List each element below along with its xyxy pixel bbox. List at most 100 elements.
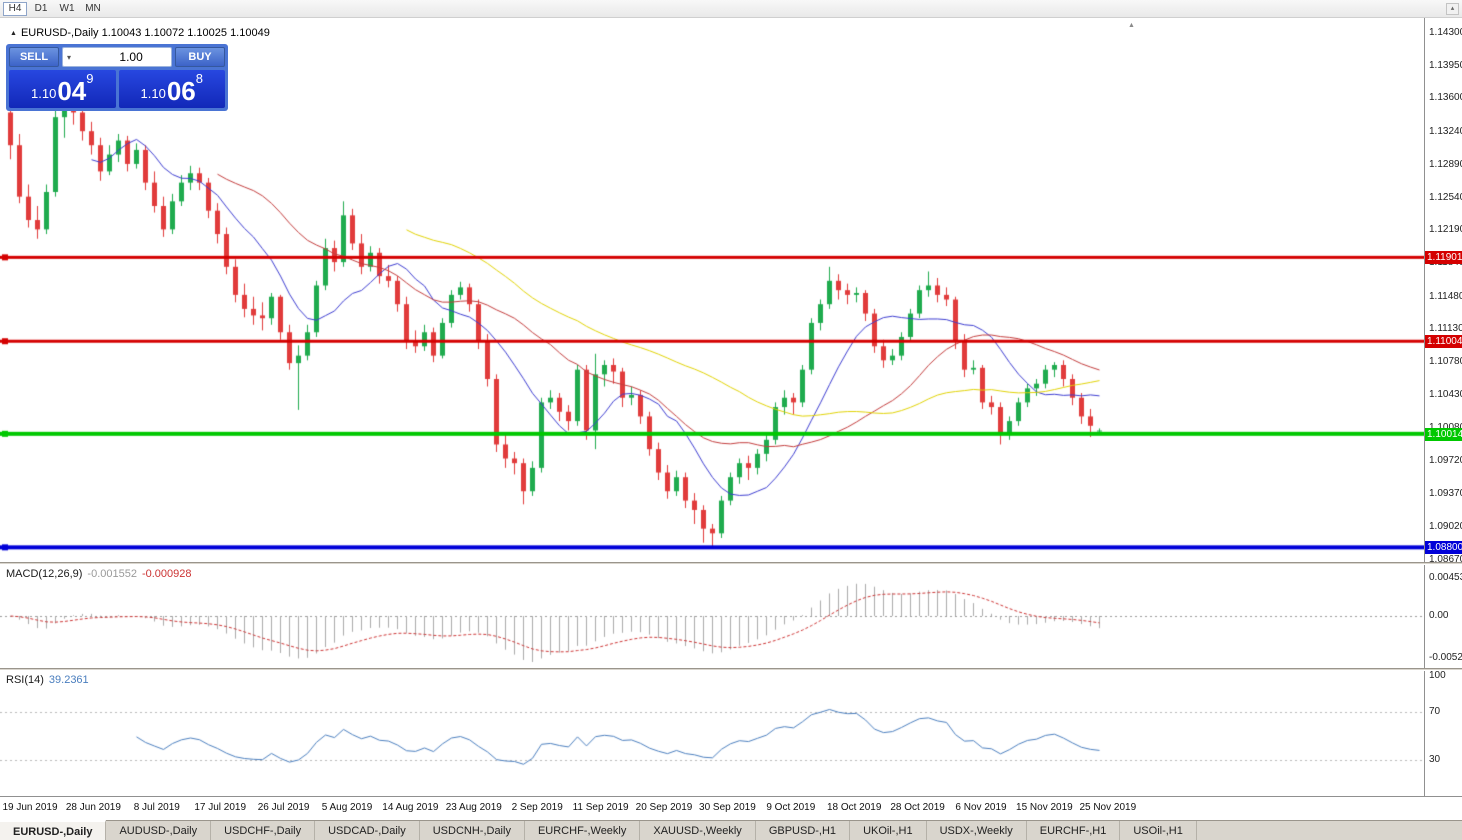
one-click-trading-panel: SELL ▾ 1.00 BUY 1.10 04 9 1.10 06 8: [6, 44, 228, 111]
date-label: 30 Sep 2019: [699, 802, 756, 813]
sell-button[interactable]: SELL: [9, 47, 59, 67]
chart-tab-eurchf-h1[interactable]: EURCHF-,H1: [1027, 821, 1121, 840]
macd-name: MACD(12,26,9): [6, 568, 83, 580]
price-axis-label: 1.09370: [1429, 488, 1462, 500]
macd-indicator-canvas[interactable]: [0, 565, 1424, 668]
macd-signal-value: -0.000928: [141, 568, 192, 580]
price-axis-label: 0.00: [1429, 610, 1449, 621]
chart-tab-eurchf-weekly[interactable]: EURCHF-,Weekly: [525, 821, 641, 840]
sell-price-whole: 1.10: [31, 86, 57, 101]
line-price-badge: 1.11004: [1425, 335, 1462, 349]
price-axis-label: 1.10430: [1429, 388, 1462, 400]
volume-dropdown-icon[interactable]: ▾: [67, 52, 72, 62]
date-label: 14 Aug 2019: [382, 802, 439, 813]
price-axis-label: 1.08670: [1429, 553, 1462, 565]
chart-title-text: EURUSD-,Daily 1.10043 1.10072 1.10025 1.…: [20, 27, 270, 39]
date-label: 19 Jun 2019: [2, 802, 58, 813]
price-axis-label: 1.09720: [1429, 455, 1462, 467]
chart-tab-usdx-weekly[interactable]: USDX-,Weekly: [927, 821, 1027, 840]
chart-tab-ukoil-h1[interactable]: UKOil-,H1: [850, 821, 927, 840]
chart-tab-usdchf-daily[interactable]: USDCHF-,Daily: [211, 821, 316, 840]
price-axis-label: 1.10780: [1429, 356, 1462, 368]
price-axis-label: 70: [1429, 706, 1441, 717]
rsi-label: RSI(14) 39.2361: [6, 674, 89, 686]
date-label: 15 Nov 2019: [1016, 802, 1073, 813]
price-axis[interactable]: [1424, 18, 1462, 796]
price-axis-label: 1.12190: [1429, 224, 1462, 236]
buy-price-pips: 06: [166, 76, 196, 106]
price-axis-label: 1.11480: [1429, 290, 1462, 302]
chart-window: 1.14300 1.13950 1.13600 1.13240 1.12890 1.125…: [0, 18, 1462, 820]
date-label: 6 Nov 2019: [955, 802, 1007, 813]
macd-main-value: -0.001552: [87, 568, 137, 580]
price-axis-label: 1.12540: [1429, 191, 1462, 203]
time-axis[interactable]: 19 Jun 2019 28 Jun 2019 8 Jul 2019 17 Jul 2…: [0, 796, 1462, 820]
price-axis-label: 1.13950: [1429, 59, 1462, 71]
price-axis-label: 1.10080: [1429, 422, 1462, 434]
rsi-indicator-canvas[interactable]: [0, 671, 1424, 796]
one-click-prices-row: 1.10 04 9 1.10 06 8: [9, 70, 225, 108]
date-label: 17 Jul 2019: [194, 802, 247, 813]
date-label: 26 Jul 2019: [257, 802, 310, 813]
date-label: 25 Nov 2019: [1079, 802, 1137, 813]
timeframe-button-d1[interactable]: D1: [29, 2, 53, 16]
chart-tab-xauusd-weekly[interactable]: XAUUSD-,Weekly: [640, 821, 756, 840]
price-axis-label: 1.12890: [1429, 158, 1462, 170]
sell-price-display[interactable]: 1.10 04 9: [9, 70, 116, 108]
panel-splitter-macd[interactable]: [0, 562, 1462, 565]
timeframe-button-h4[interactable]: H4: [3, 1, 27, 16]
top-toolbar: H4 D1 W1 MN ▴: [0, 0, 1462, 18]
price-axis-label: 1.13240: [1429, 126, 1462, 138]
sell-price-point: 9: [86, 71, 94, 86]
timeframe-button-mn[interactable]: MN: [81, 2, 105, 16]
rsi-name: RSI(14): [6, 674, 44, 686]
macd-label: MACD(12,26,9) -0.001552 -0.000928: [6, 568, 192, 580]
price-axis-label: 1.11130: [1429, 323, 1462, 335]
date-label: 20 Sep 2019: [635, 802, 693, 813]
date-label: 5 Aug 2019: [321, 802, 373, 813]
chart-tab-usdcad-daily[interactable]: USDCAD-,Daily: [315, 821, 420, 840]
date-label: 9 Oct 2019: [766, 802, 816, 813]
chart-tab-audusd-daily[interactable]: AUDUSD-,Daily: [106, 821, 212, 840]
collapse-triangle-icon[interactable]: ▲: [10, 29, 17, 37]
price-axis-label: 30: [1429, 754, 1441, 765]
buy-price-point: 8: [195, 71, 203, 86]
line-price-badge: 1.08800: [1425, 541, 1462, 555]
price-axis-label: 0.004536: [1429, 572, 1462, 583]
toolbar-scroll-up-button[interactable]: ▴: [1446, 3, 1459, 15]
timeframe-buttons: H4 D1 W1 MN: [0, 1, 105, 16]
price-axis-label: 1.14300: [1429, 27, 1462, 38]
buy-button[interactable]: BUY: [175, 47, 225, 67]
sell-price-pips: 04: [57, 76, 87, 106]
chart-tab-eurusd-daily[interactable]: EURUSD-,Daily: [0, 820, 107, 840]
buy-price-whole: 1.10: [140, 86, 166, 101]
volume-input[interactable]: ▾ 1.00: [62, 47, 172, 67]
date-label: 11 Sep 2019: [572, 802, 629, 813]
line-price-badge: 1.11901: [1425, 251, 1462, 265]
price-axis-label: 1.09020: [1429, 520, 1462, 532]
volume-value: 1.00: [119, 50, 143, 64]
rsi-value: 39.2361: [48, 674, 89, 686]
chart-title-bar: ▲ EURUSD-,Daily 1.10043 1.10072 1.10025 …: [10, 27, 270, 39]
chart-tab-usoil-h1[interactable]: USOil-,H1: [1120, 821, 1197, 840]
panel-splitter-rsi[interactable]: [0, 668, 1462, 671]
chart-tab-usdcnh-daily[interactable]: USDCNH-,Daily: [420, 821, 525, 840]
date-label: 18 Oct 2019: [826, 802, 882, 813]
date-label: 28 Jun 2019: [65, 802, 121, 813]
line-price-badge: 1.10014: [1425, 427, 1462, 441]
price-axis-label: 1.13600: [1429, 92, 1462, 104]
date-label: 8 Jul 2019: [133, 802, 180, 813]
date-label: 2 Sep 2019: [511, 802, 563, 813]
chart-tabs-bar: EURUSD-,Daily AUDUSD-,Daily USDCHF-,Daily U…: [0, 820, 1462, 840]
one-click-controls-row: SELL ▾ 1.00 BUY: [9, 47, 225, 67]
date-label: 28 Oct 2019: [890, 802, 945, 813]
candlestick-chart-canvas[interactable]: [0, 18, 1424, 562]
chart-tab-gbpusd-h1[interactable]: GBPUSD-,H1: [756, 821, 851, 840]
timeframe-button-w1[interactable]: W1: [55, 2, 79, 16]
date-label: 23 Aug 2019: [445, 802, 502, 813]
price-axis-label: -0.005205: [1429, 652, 1462, 663]
buy-price-display[interactable]: 1.10 06 8: [118, 70, 225, 108]
chart-shift-marker-icon[interactable]: ▲: [1128, 22, 1135, 29]
price-axis-label: 100: [1429, 670, 1446, 681]
